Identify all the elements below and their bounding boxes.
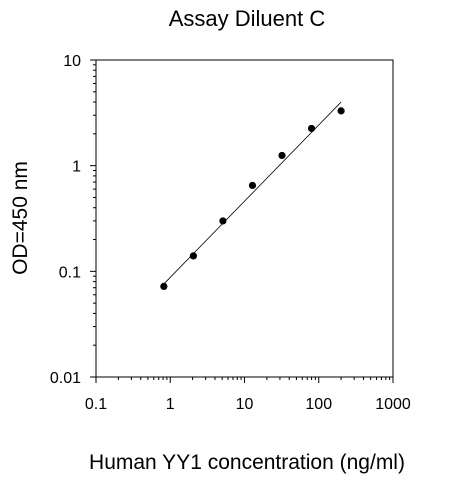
data-point: [337, 107, 345, 115]
x-tick-label: 100: [305, 396, 332, 413]
chart-title: Assay Diluent C: [169, 6, 326, 31]
plot-area-frame: [95, 59, 394, 378]
data-point: [189, 252, 197, 260]
x-axis-label: Human YY1 concentration (ng/ml): [89, 451, 405, 474]
y-tick-label: 1: [72, 159, 81, 176]
data-points: [160, 107, 345, 291]
data-point: [219, 217, 227, 225]
y-tick-label: 0.01: [50, 370, 81, 387]
x-axis: 0.1 1 10 100 1000: [85, 377, 411, 413]
y-tick-label: 10: [63, 53, 81, 70]
data-point: [160, 282, 168, 291]
data-point: [278, 151, 286, 160]
x-tick-label: 1: [166, 396, 175, 413]
x-tick-label: 1000: [375, 396, 411, 413]
data-point: [307, 124, 316, 133]
y-axis: 0.01 0.1 1 10: [50, 53, 96, 387]
y-tick-label: 0.1: [59, 264, 81, 281]
x-tick-label: 10: [236, 396, 254, 413]
y-axis-label: OD=450 nm: [9, 161, 32, 275]
data-point: [248, 181, 257, 190]
x-tick-label: 0.1: [85, 396, 107, 413]
